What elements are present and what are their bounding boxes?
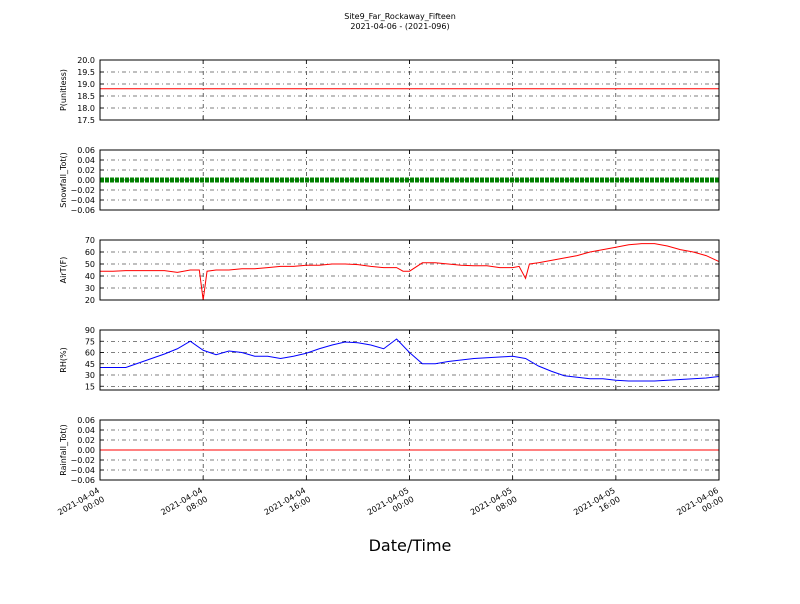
panel-2: −0.06−0.04−0.020.000.020.040.06 Snowfall_… — [59, 146, 720, 215]
y-axis-label: P(unitless) — [59, 69, 68, 111]
y-tick-label: 40 — [85, 272, 95, 281]
y-tick-label: 15 — [85, 382, 95, 391]
panel-3: 20 30 40 50 60 70 AirT(F) — [59, 236, 720, 305]
y-axis-label: Snowfall_Tot() — [59, 152, 68, 208]
y-tick-label: 70 — [85, 236, 95, 245]
y-tick-label: 0.00 — [77, 446, 95, 455]
chart-title: Site9_Far_Rockaway_Fifteen — [344, 12, 456, 21]
y-tick-label: 20 — [85, 296, 95, 305]
panel-frame — [99, 59, 720, 121]
panel-frame — [99, 329, 720, 391]
y-tick-label: 20.0 — [77, 56, 95, 65]
panel-frame — [99, 239, 720, 301]
y-tick-label: 50 — [85, 260, 95, 269]
y-tick-label: 0.00 — [77, 176, 95, 185]
y-tick-label: 0.02 — [77, 436, 95, 445]
y-tick-label: 19.0 — [77, 80, 95, 89]
x-axis-label: Date/Time — [369, 536, 452, 555]
panel-frame — [99, 149, 720, 211]
y-tick-label: 0.06 — [77, 416, 95, 425]
y-tick-label: 30 — [85, 371, 95, 380]
y-tick-label: −0.04 — [70, 196, 95, 205]
y-tick-label: 30 — [85, 284, 95, 293]
y-tick-label: 18.5 — [77, 92, 95, 101]
y-tick-label: −0.04 — [70, 466, 95, 475]
y-axis-label: AirT(F) — [59, 257, 68, 284]
panels-group: 17.5 18.0 18.5 19.0 19.5 20.0 P(unitless) −0.06… — [59, 56, 720, 485]
y-tick-label: 75 — [85, 337, 95, 346]
series-line — [100, 243, 720, 301]
panel-frame — [99, 419, 720, 481]
y-tick-label: 17.5 — [77, 116, 95, 125]
y-tick-label: 0.06 — [77, 146, 95, 155]
y-tick-label: 60 — [85, 248, 95, 257]
y-tick-label: 19.5 — [77, 68, 95, 77]
y-tick-label: 0.04 — [77, 156, 95, 165]
y-tick-label: −0.06 — [70, 206, 95, 215]
y-tick-label: 45 — [85, 360, 95, 369]
y-tick-label: 18.0 — [77, 104, 95, 113]
y-tick-label: −0.02 — [70, 456, 95, 465]
y-tick-label: 0.04 — [77, 426, 95, 435]
chart-subtitle: 2021-04-06 - (2021-096) — [350, 22, 449, 31]
y-tick-label: −0.02 — [70, 186, 95, 195]
series-line — [100, 338, 720, 382]
y-tick-label: 60 — [85, 349, 95, 358]
y-axis-label: RH(%) — [59, 347, 68, 372]
panel-5: −0.06−0.04−0.020.000.020.040.06 Rainfall_… — [59, 416, 720, 485]
y-tick-label: 0.02 — [77, 166, 95, 175]
y-tick-label: 90 — [85, 326, 95, 335]
y-axis-label: Rainfall_Tot() — [59, 424, 68, 476]
y-tick-label: −0.06 — [70, 476, 95, 485]
panel-4: 15 30 45 60 75 90 RH(%) — [59, 326, 720, 391]
panel-1: 17.5 18.0 18.5 19.0 19.5 20.0 P(unitless) — [59, 56, 720, 125]
